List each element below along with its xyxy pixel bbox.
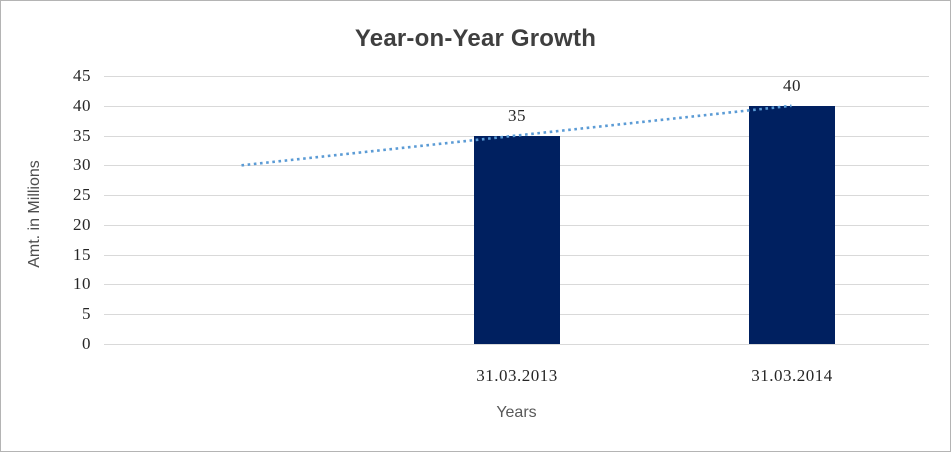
y-tick-label: 5 bbox=[82, 304, 91, 323]
y-tick-label: 15 bbox=[73, 245, 91, 264]
bar bbox=[749, 106, 835, 344]
chart-title: Year-on-Year Growth bbox=[354, 25, 597, 52]
x-category-label: 31.03.2013 bbox=[476, 366, 558, 385]
y-axis-title: Amt. in Millions bbox=[26, 160, 43, 268]
y-tick-label: 35 bbox=[73, 126, 91, 145]
gridline bbox=[104, 344, 929, 345]
bar bbox=[474, 136, 560, 344]
y-tick-label: 20 bbox=[73, 215, 91, 234]
bar-value-label: 35 bbox=[508, 106, 526, 125]
y-tick-label: 0 bbox=[82, 334, 91, 353]
y-tick-label: 45 bbox=[73, 66, 91, 85]
gridline bbox=[104, 76, 929, 77]
y-tick-label: 30 bbox=[73, 155, 91, 174]
bar-value-label: 40 bbox=[783, 76, 801, 95]
y-tick-label: 40 bbox=[73, 96, 91, 115]
y-tick-label: 25 bbox=[73, 185, 91, 204]
y-tick-label: 10 bbox=[73, 274, 91, 293]
x-axis-title: Years bbox=[496, 404, 537, 421]
x-category-label: 31.03.2014 bbox=[751, 366, 833, 385]
